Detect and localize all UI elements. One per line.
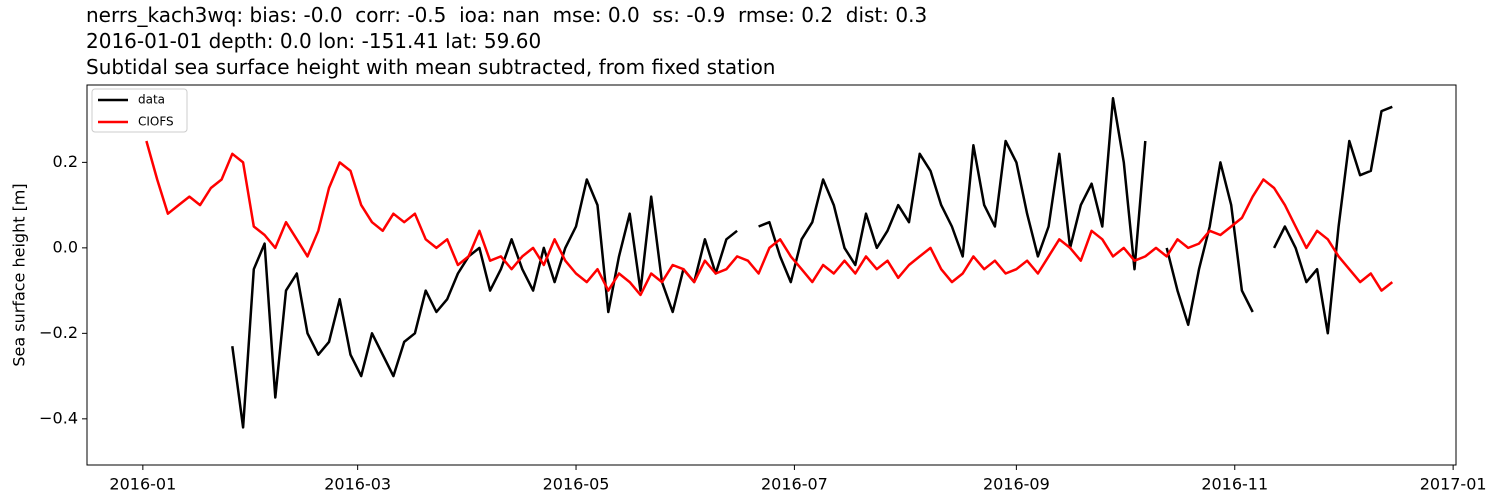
x-tick-label: 2016-03 (324, 475, 391, 494)
y-tick-label: −0.2 (39, 323, 78, 342)
y-tick-label: 0.0 (53, 237, 78, 256)
x-tick-label: 2016-05 (543, 475, 610, 494)
y-axis-label: Sea surface height [m] (10, 183, 29, 366)
x-tick-label: 2016-11 (1201, 475, 1268, 494)
legend-label: data (138, 93, 165, 107)
series-line (231, 97, 1393, 429)
legend-label: CIOFS (138, 115, 174, 129)
x-tick-label: 2017-01 (1420, 475, 1487, 494)
y-tick-label: −0.4 (39, 408, 78, 427)
chart-subtitle: 2016-01-01 depth: 0.0 lon: -151.41 lat: … (86, 29, 541, 53)
chart-title: nerrs_kach3wq: bias: -0.0 corr: -0.5 ioa… (86, 3, 927, 27)
plot-frame (86, 84, 1457, 466)
y-tick-label: 0.2 (53, 152, 78, 171)
x-tick-label: 2016-07 (761, 475, 828, 494)
x-tick-label: 2016-01 (109, 475, 176, 494)
x-tick-label: 2016-09 (983, 475, 1050, 494)
series-line (145, 140, 1394, 297)
chart-subtitle: Subtidal sea surface height with mean su… (86, 55, 775, 79)
